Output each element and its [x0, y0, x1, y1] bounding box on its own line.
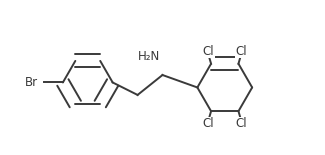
Text: H₂N: H₂N — [138, 50, 160, 63]
Text: Br: Br — [25, 76, 38, 89]
Text: Cl: Cl — [203, 117, 215, 130]
Text: Cl: Cl — [235, 45, 247, 58]
Text: Cl: Cl — [203, 45, 215, 58]
Text: Cl: Cl — [235, 117, 247, 130]
